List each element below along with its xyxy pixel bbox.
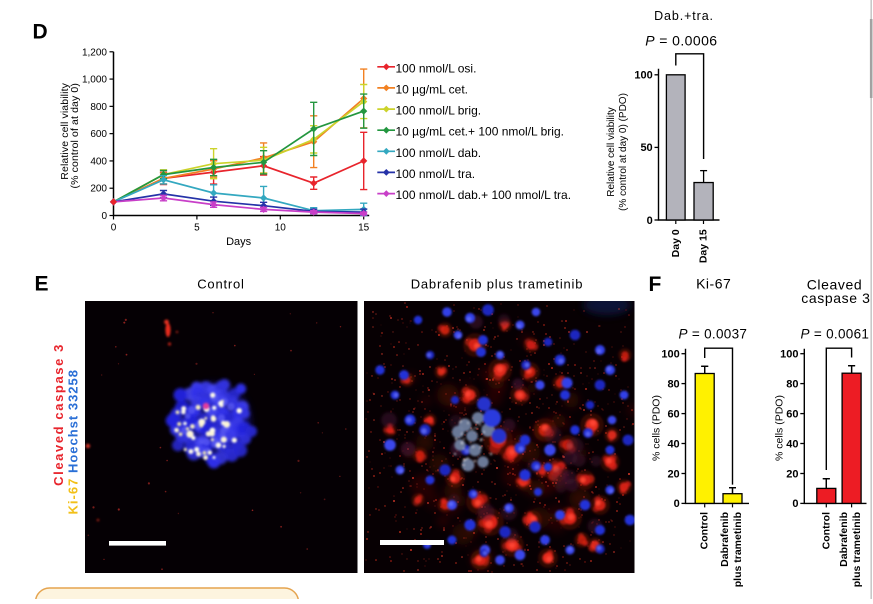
svg-text:Control: Control [820,512,832,549]
svg-text:1,000: 1,000 [82,75,107,86]
svg-text:60: 60 [786,408,798,420]
svg-text:Ki-67 Hoechst 33258: Ki-67 Hoechst 33258 [65,369,80,514]
svg-text:Day 15: Day 15 [698,229,710,263]
svg-text:plus trametinib: plus trametinib [851,512,863,587]
svg-text:Ki-67: Ki-67 [696,275,731,291]
svg-text:60: 60 [667,408,679,420]
svg-text:10: 10 [275,223,287,234]
svg-text:100 nmol/L dab.+ 100 nmol/L tr: 100 nmol/L dab.+ 100 nmol/L tra. [396,188,572,202]
svg-text:Relative cell viability: Relative cell viability [606,107,617,196]
svg-text:10 µg/mL cet.: 10 µg/mL cet. [396,82,469,96]
svg-text:400: 400 [90,156,107,167]
svg-text:80: 80 [667,378,679,390]
svg-text:Dabrafenib: Dabrafenib [719,512,731,567]
svg-text:P = 0.0037: P = 0.0037 [679,327,748,342]
svg-text:0: 0 [792,498,798,510]
svg-text:40: 40 [786,438,798,450]
svg-text:Control: Control [699,512,711,549]
svg-text:100 nmol/L tra.: 100 nmol/L tra. [396,167,476,181]
svg-text:(% control at day 0) (PDO): (% control at day 0) (PDO) [618,93,629,211]
svg-text:% cells (PDO): % cells (PDO) [774,395,786,461]
svg-text:5: 5 [194,223,200,234]
svg-text:F: F [649,273,662,296]
svg-text:80: 80 [786,378,798,390]
svg-text:(% control of at day 0): (% control of at day 0) [69,83,81,188]
svg-text:Days: Days [226,236,252,248]
svg-text:Dab.+tra.: Dab.+tra. [654,9,714,23]
svg-text:200: 200 [90,184,107,195]
svg-text:50: 50 [640,142,652,154]
svg-text:600: 600 [90,129,107,140]
svg-text:% cells (PDO): % cells (PDO) [651,395,663,461]
svg-text:100 nmol/L dab.: 100 nmol/L dab. [396,146,482,160]
svg-text:100: 100 [661,349,679,361]
svg-text:Cleaved: Cleaved [807,276,863,292]
svg-text:0: 0 [101,211,107,222]
svg-text:plus trametinib: plus trametinib [732,512,744,587]
svg-text:E: E [35,272,49,295]
svg-text:20: 20 [786,468,798,480]
svg-text:P = 0.0061: P = 0.0061 [801,327,870,342]
svg-text:Relative cell viability: Relative cell viability [59,82,71,179]
svg-text:10 µg/mL cet.+ 100 nmol/L brig: 10 µg/mL cet.+ 100 nmol/L brig. [396,125,564,139]
svg-text:100 nmol/L brig.: 100 nmol/L brig. [396,104,482,118]
svg-text:100: 100 [634,70,652,82]
svg-text:0: 0 [647,215,653,227]
svg-text:Control: Control [197,276,245,291]
svg-text:Dabrafenib: Dabrafenib [838,512,850,567]
svg-text:0: 0 [111,223,117,234]
svg-text:100: 100 [780,349,798,361]
svg-text:P = 0.0006: P = 0.0006 [645,32,717,48]
svg-text:0: 0 [674,498,680,510]
svg-text:15: 15 [358,223,370,234]
svg-text:caspase 3: caspase 3 [801,290,870,306]
svg-text:800: 800 [90,102,107,113]
svg-text:20: 20 [667,468,679,480]
svg-text:100 nmol/L osi.: 100 nmol/L osi. [396,61,477,75]
svg-text:Dabrafenib plus trametinib: Dabrafenib plus trametinib [411,276,584,291]
svg-text:Day 0: Day 0 [670,229,682,257]
svg-text:D: D [33,21,48,44]
svg-text:40: 40 [667,438,679,450]
svg-text:1,200: 1,200 [82,47,107,58]
svg-text:Cleaved caspase 3: Cleaved caspase 3 [51,343,66,486]
